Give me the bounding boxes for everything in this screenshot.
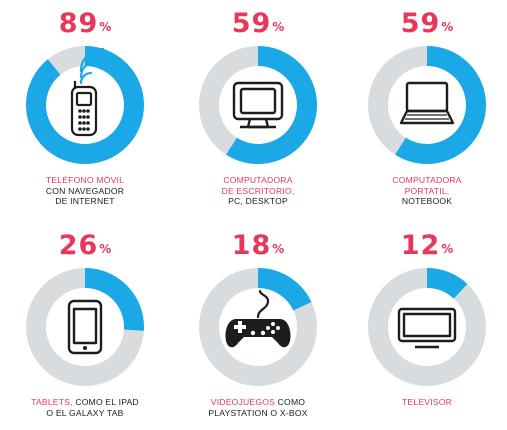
mobile-phone-icon — [70, 47, 105, 137]
donut-chart — [26, 46, 144, 164]
percentage-label: 59% — [183, 8, 333, 43]
gamepad-icon — [225, 289, 291, 348]
caption-line: o el Galaxy Tab — [46, 407, 124, 418]
percentage-unit: % — [441, 20, 454, 34]
category-caption: Teléfono móvil con navegador de internet — [10, 175, 160, 207]
donut-card-tablet: 26% Tablets, como el iPad o el Galaxy Tab — [10, 230, 160, 430]
caption-line: Tablets, como el iPad — [31, 397, 139, 407]
percentage-value: 89 — [58, 8, 99, 39]
caption-line: con navegador — [45, 185, 125, 196]
caption-line: de internet — [55, 196, 115, 206]
percentage-label: 26% — [10, 230, 160, 265]
caption-line: Teléfono móvil — [45, 175, 125, 185]
percentage-unit: % — [272, 20, 285, 34]
percentage-unit: % — [272, 242, 285, 256]
donut-chart — [26, 268, 144, 386]
percentage-label: 18% — [183, 230, 333, 265]
donut-value-arc — [26, 268, 144, 386]
caption-line: Computadora — [392, 175, 462, 185]
donut-value-arc — [199, 46, 317, 164]
caption-line: portatil, — [404, 185, 450, 196]
caption-line: Notebook — [401, 196, 453, 206]
donut-track — [368, 268, 486, 386]
percentage-value: 12 — [400, 230, 441, 261]
caption-line: Televisor — [401, 397, 453, 407]
caption-line: Videojuegos como — [210, 397, 306, 407]
donut-chart — [368, 268, 486, 386]
category-caption: Tablets, como el iPad o el Galaxy Tab — [10, 397, 160, 418]
category-caption: Videojuegos como Playstation o X-Box — [183, 397, 333, 418]
donut-card-desktop: 59% Computadora de escritorio, PC, Desktop — [183, 8, 333, 208]
donut-value-arc — [26, 46, 144, 164]
donut-card-mobile: 89% Teléfono móvil con navegador de intern… — [10, 8, 160, 208]
percentage-unit: % — [441, 242, 454, 256]
donut-value-arc — [368, 46, 486, 164]
percentage-value: 59 — [231, 8, 272, 39]
percentage-value: 18 — [231, 230, 272, 261]
percentage-unit: % — [99, 20, 112, 34]
laptop-icon — [399, 81, 455, 125]
donut-card-laptop: 59% Computadora portatil, Notebook — [352, 8, 502, 208]
category-caption: Computadora de escritorio, PC, Desktop — [183, 175, 333, 207]
television-icon — [397, 307, 457, 349]
percentage-label: 12% — [352, 230, 502, 265]
donut-chart — [368, 46, 486, 164]
desktop-computer-icon — [232, 81, 284, 129]
caption-line: Playstation o X-Box — [208, 407, 308, 418]
caption-line: Computadora — [223, 175, 293, 185]
caption-line: PC, Desktop — [228, 196, 288, 206]
percentage-label: 59% — [352, 8, 502, 43]
caption-line: de escritorio, — [221, 185, 295, 196]
donut-chart — [199, 46, 317, 164]
donut-value-arc — [199, 268, 317, 386]
percentage-label: 89% — [10, 8, 160, 43]
percentage-unit: % — [99, 242, 112, 256]
donut-card-gaming: 18% Videojuegos como Playstation o X-Box — [183, 230, 333, 430]
category-caption: Computadora portatil, Notebook — [352, 175, 502, 207]
category-caption: Televisor — [352, 397, 502, 408]
tablet-icon — [67, 299, 103, 355]
donut-value-arc — [368, 268, 486, 386]
donut-card-tv: 12% Televisor — [352, 230, 502, 430]
donut-chart — [199, 268, 317, 386]
percentage-value: 59 — [400, 8, 441, 39]
percentage-value: 26 — [58, 230, 99, 261]
